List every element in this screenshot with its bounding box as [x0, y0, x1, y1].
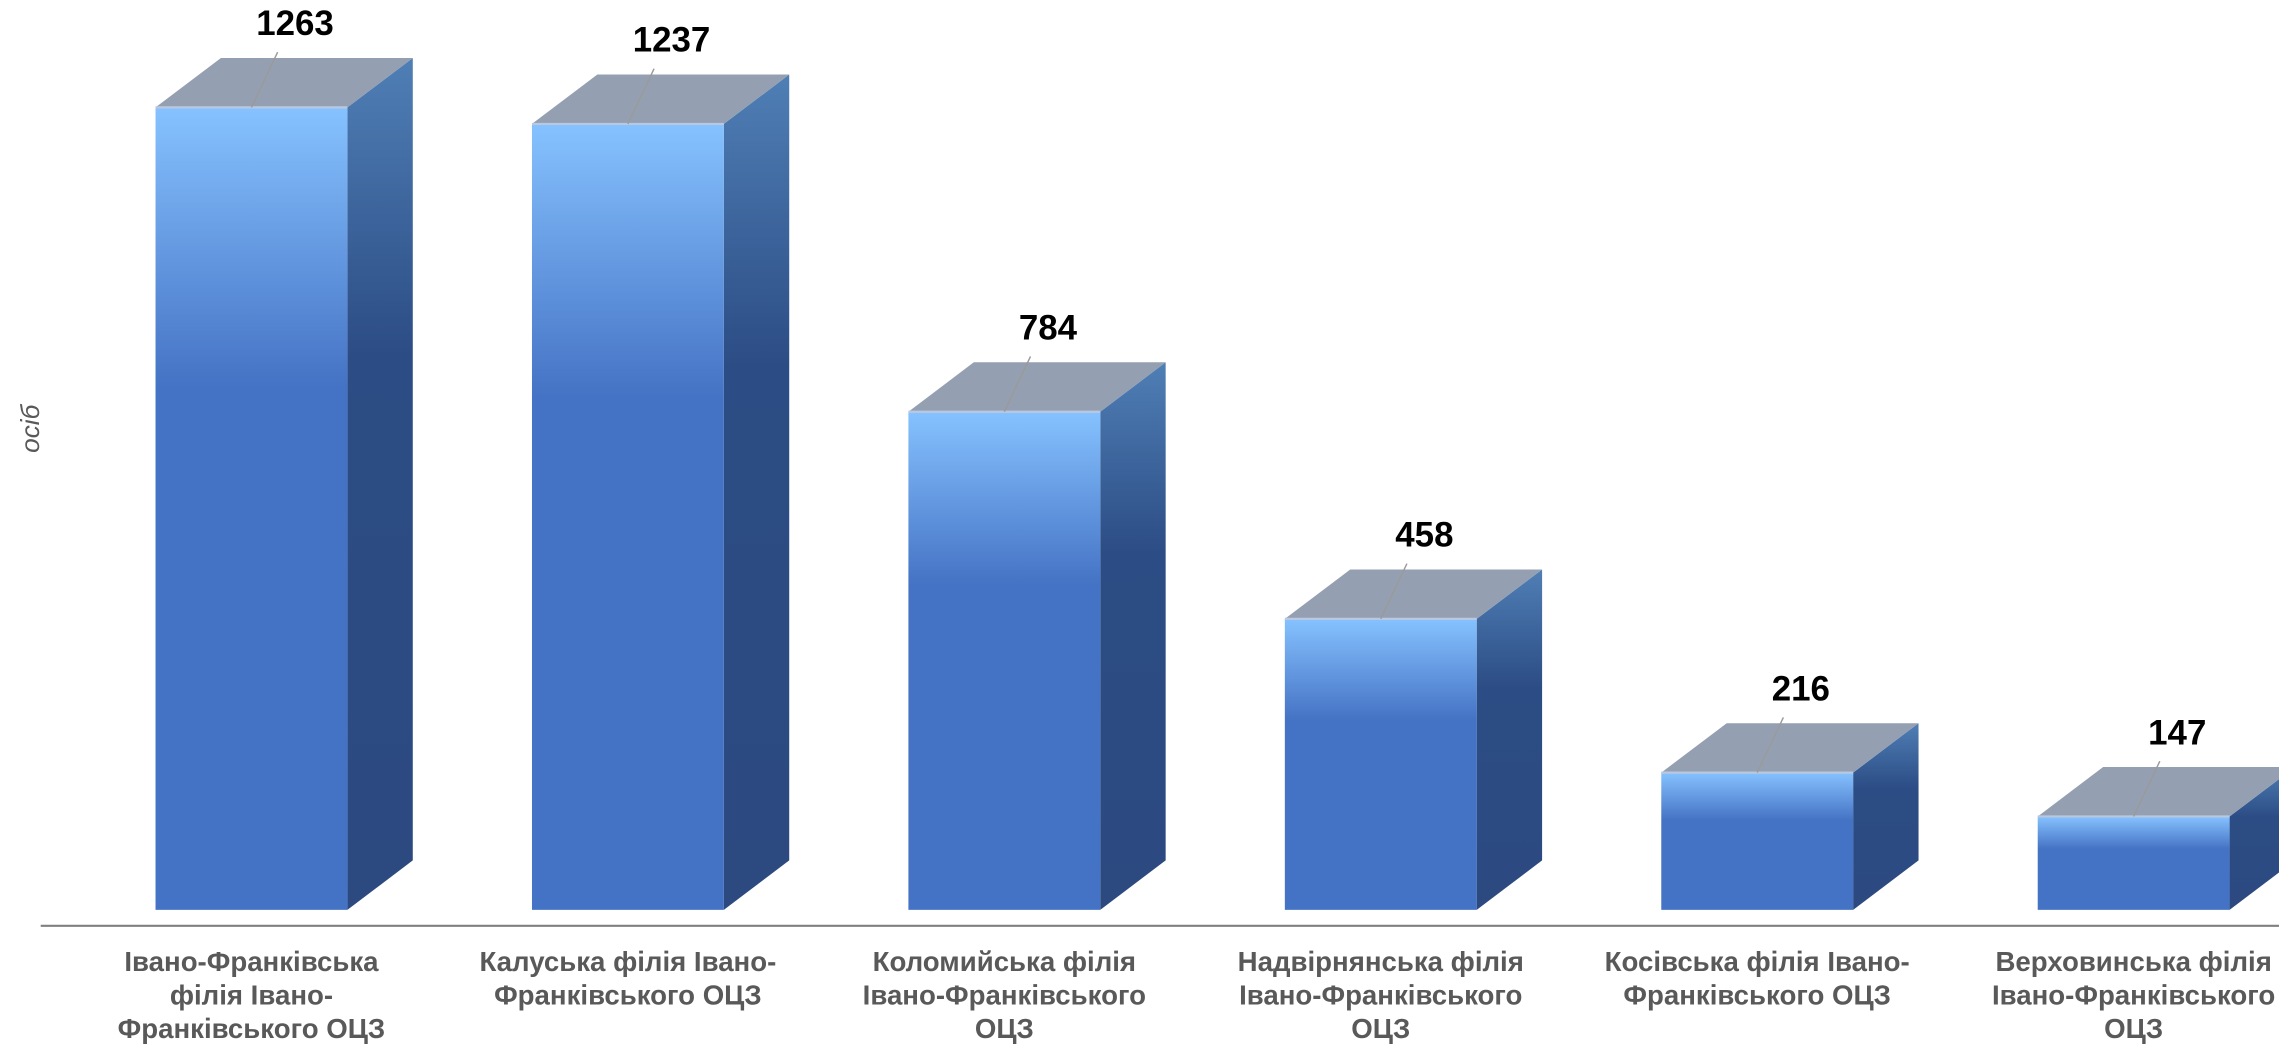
value-label: 147: [2148, 713, 2206, 752]
bar: [1284, 618, 1477, 910]
bar-top: [1661, 723, 1919, 773]
bar-top: [2037, 767, 2279, 817]
bar-top: [1284, 569, 1543, 619]
value-label: 216: [1772, 669, 1830, 708]
bar-side: [347, 57, 413, 910]
bar: [908, 411, 1101, 910]
leader-line: [1756, 717, 1785, 773]
value-label: 784: [1019, 309, 1078, 348]
leader-line: [627, 68, 655, 125]
value-label: 458: [1395, 516, 1453, 555]
x-tick-label: Івано-Франківська філія Івано-Франківськ…: [117, 947, 386, 1044]
bar-top: [908, 362, 1166, 412]
bar: [155, 107, 348, 910]
bar-side: [1100, 362, 1166, 910]
bar: [1661, 772, 1854, 910]
value-label: 1263: [256, 4, 334, 43]
x-tick-label-box: Косівська філія Івано-Франківського ОЦЗ: [1604, 947, 1910, 1012]
bar-side: [1853, 723, 1919, 910]
x-tick-label-box: Верховинська філія Івано-Франківського О…: [1991, 947, 2276, 1044]
x-tick-label: Надвірнянська філія Івано-Франківського …: [1237, 947, 1524, 1044]
bar-side: [1476, 569, 1543, 910]
x-tick-label: Верховинська філія Івано-Франківського О…: [1991, 947, 2276, 1044]
bar-side: [2229, 779, 2279, 910]
leader-line: [2132, 760, 2161, 817]
leader-line: [1003, 356, 1032, 413]
x-tick-label-box: Івано-Франківська філія Івано-Франківськ…: [117, 947, 386, 1044]
value-label: 1237: [633, 21, 711, 60]
y-axis-label: осіб: [15, 403, 45, 452]
bar: [2037, 816, 2230, 910]
x-tick-label-box: Надвірнянська філія Івано-Франківського …: [1237, 947, 1524, 1044]
bar-top: [155, 57, 413, 108]
leader-line: [1380, 563, 1408, 620]
x-tick-label: Косівська філія Івано-Франківського ОЦЗ: [1604, 947, 1910, 1012]
x-tick-label-box: Калуська філія Івано-Франківського ОЦЗ: [479, 947, 777, 1012]
x-tick-label-box: Коломийська філія Івано-Франківського ОЦ…: [862, 947, 1146, 1044]
x-tick-label: Калуська філія Івано-Франківського ОЦЗ: [479, 947, 777, 1012]
x-tick-label: Коломийська філія Івано-Франківського ОЦ…: [862, 947, 1146, 1044]
bar-side: [723, 74, 790, 910]
bar: [531, 123, 724, 910]
leader-line: [250, 51, 279, 108]
bar-top: [531, 74, 790, 124]
